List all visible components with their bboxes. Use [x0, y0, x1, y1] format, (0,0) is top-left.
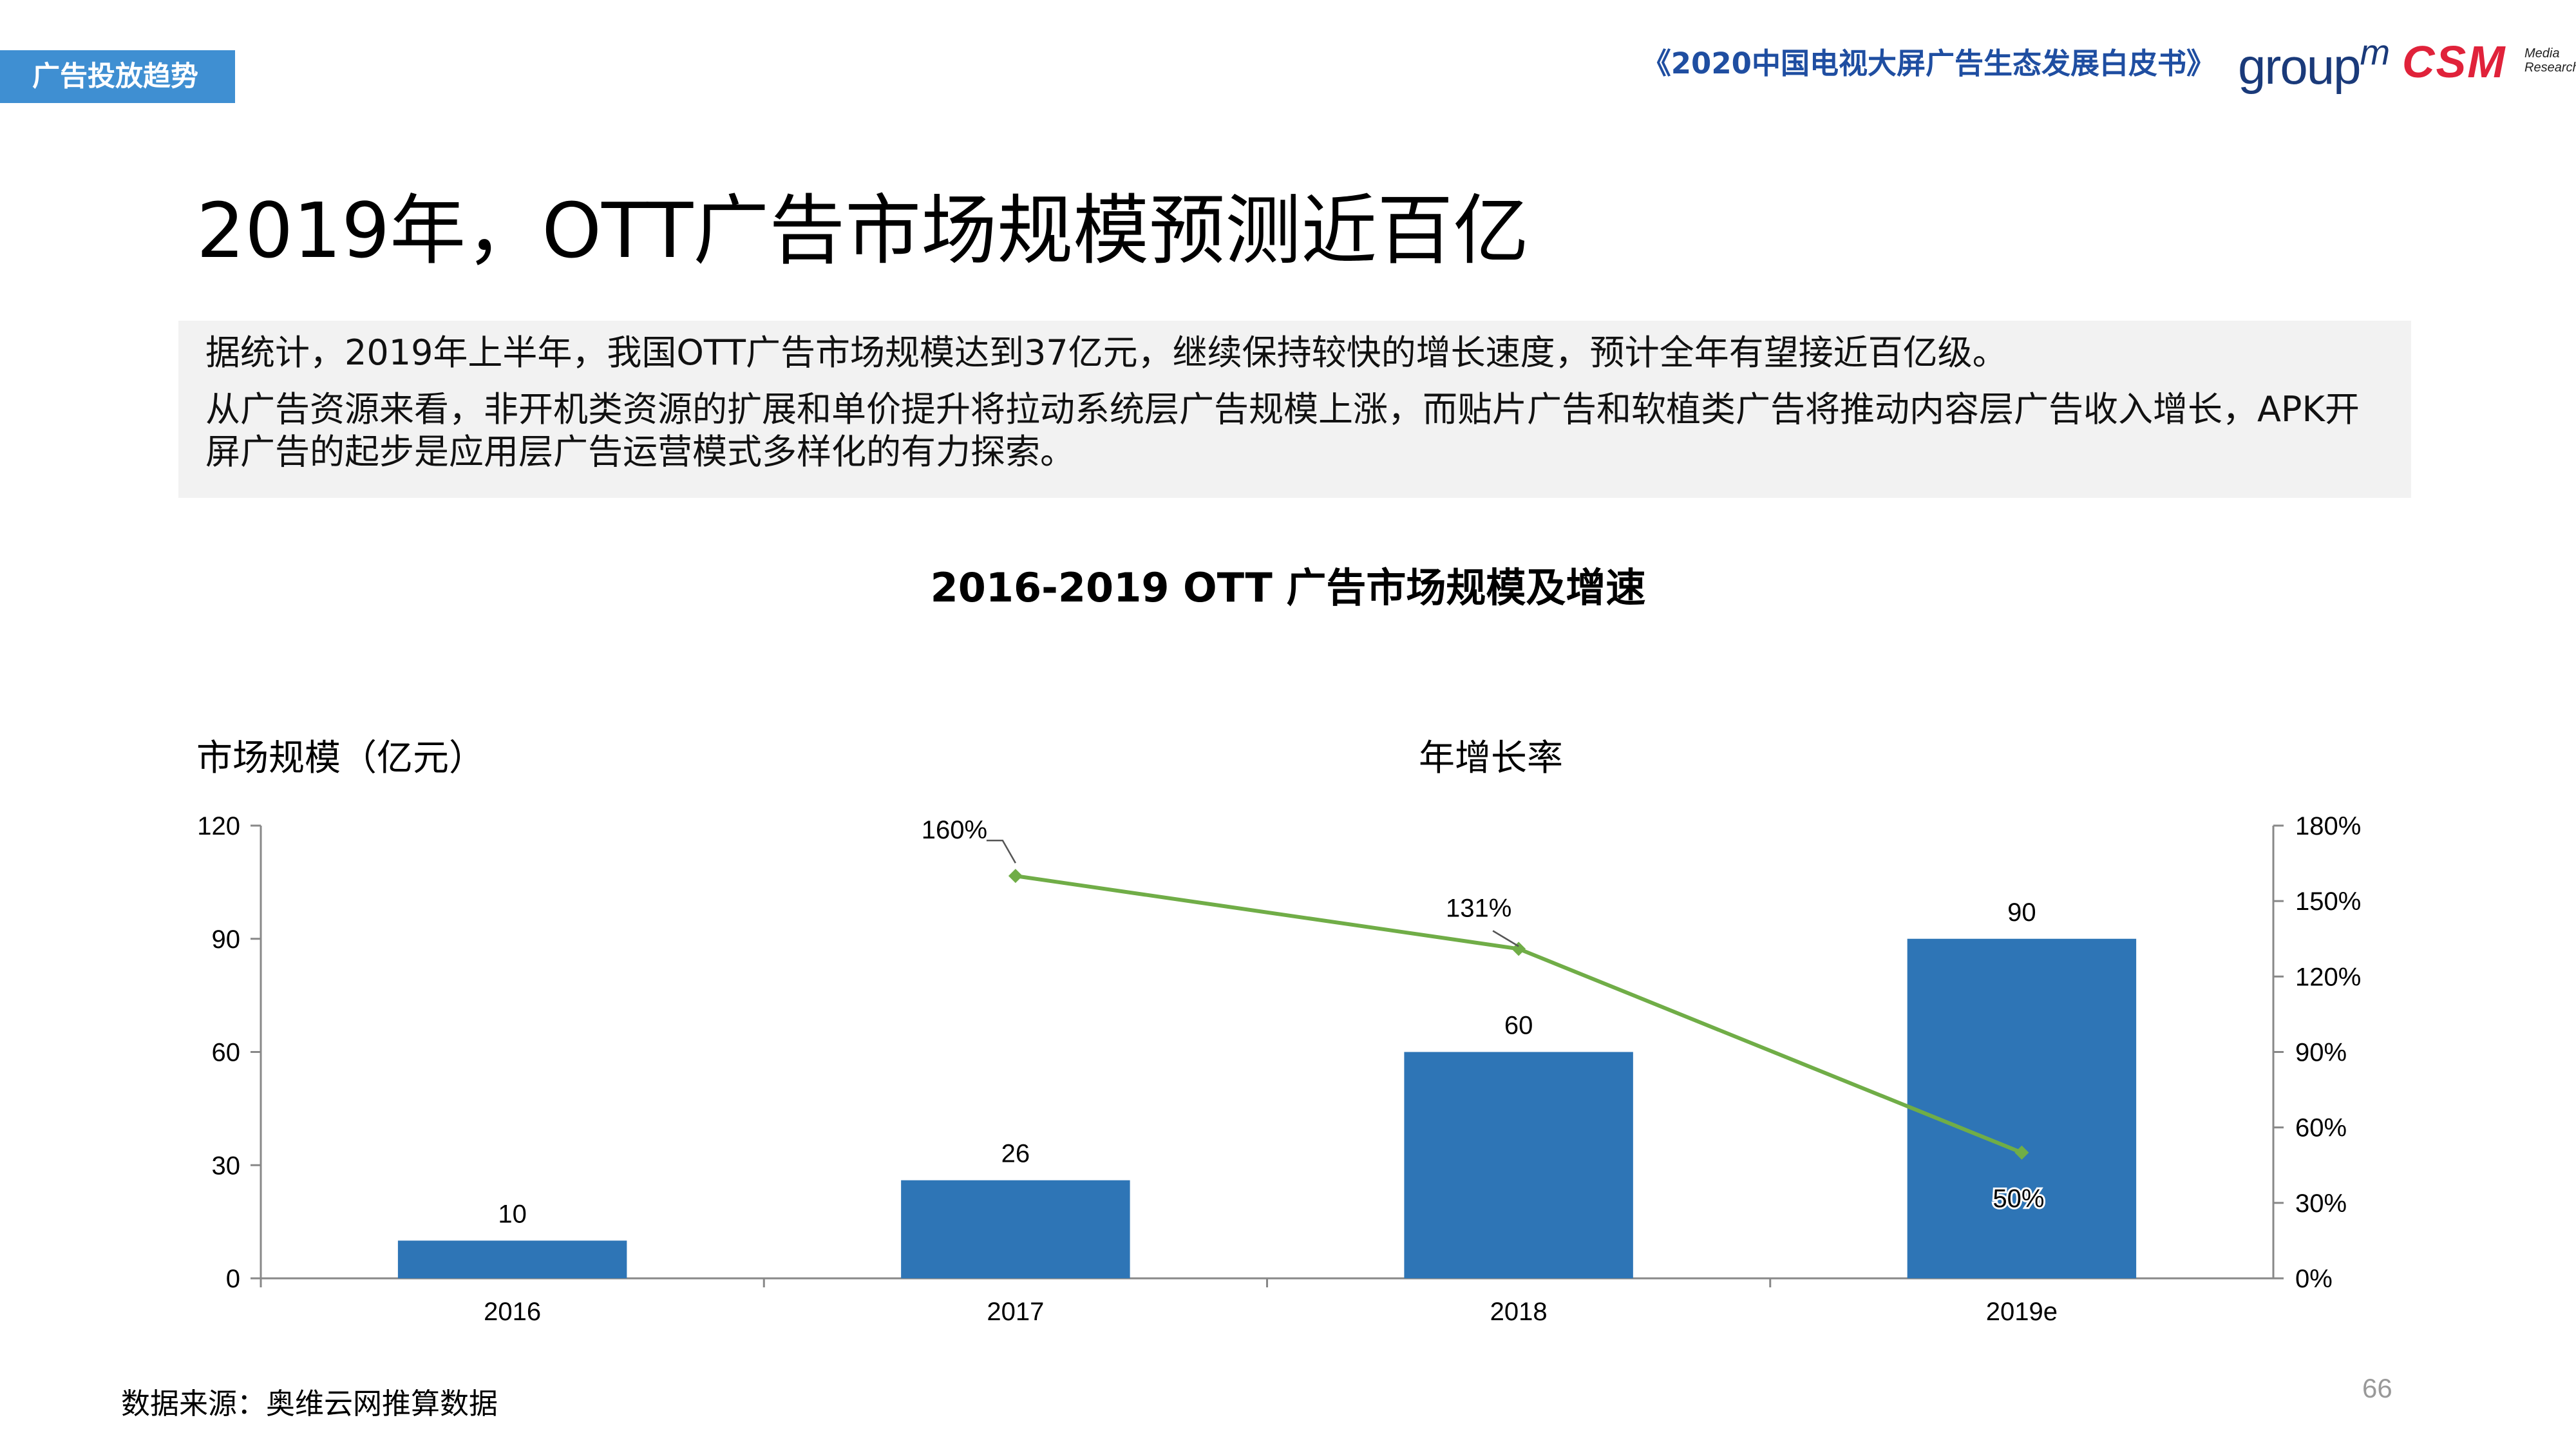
page-title: 2019年，OTT广告市场规模预测近百亿 — [196, 186, 1530, 275]
growth-value-label: 50% — [1993, 1185, 2044, 1213]
right-tick-label: 120% — [2295, 963, 2361, 991]
groupm-logo-text: group — [2238, 38, 2361, 95]
csm-logo-sub-2: Research — [2524, 61, 2576, 75]
bar — [397, 1240, 627, 1278]
right-tick-label: 60% — [2295, 1114, 2347, 1142]
bar-value-label: 60 — [1504, 1012, 1533, 1040]
growth-point — [1008, 869, 1023, 884]
csm-logo-subtitle: Media Research — [2524, 46, 2576, 75]
growth-value-label: 160% — [922, 816, 987, 844]
x-tick-label: 2018 — [1490, 1298, 1548, 1326]
bar — [901, 1180, 1130, 1278]
x-tick-label: 2016 — [484, 1298, 541, 1326]
left-tick-label: 90 — [212, 925, 241, 954]
growth-point — [2014, 1145, 2029, 1160]
page-number: 66 — [2362, 1373, 2392, 1403]
growth-label-leader — [986, 839, 1016, 864]
csm-logo: CSM — [2402, 37, 2506, 87]
x-tick-label: 2019e — [1986, 1298, 2058, 1326]
report-title: 《2020中国电视大屏广告生态发展白皮书》 — [1642, 46, 2215, 80]
summary-line-2: 从广告资源来看，非开机类资源的扩展和单价提升将拉动系统层广告规模上涨，而贴片广告… — [205, 389, 2360, 472]
data-source: 数据来源：奥维云网推算数据 — [121, 1387, 498, 1421]
growth-point — [1511, 942, 1526, 956]
right-tick-label: 150% — [2295, 887, 2361, 916]
bar-value-label: 26 — [1001, 1140, 1030, 1168]
chart-title: 2016-2019 OTT 广告市场规模及增速 — [930, 564, 1646, 611]
bar-value-label: 90 — [2007, 898, 2036, 927]
left-tick-label: 60 — [212, 1039, 241, 1067]
bar — [1404, 1052, 1633, 1278]
x-tick-label: 2017 — [987, 1298, 1044, 1326]
growth-label-leader — [1492, 930, 1519, 947]
groupm-logo-sup: m — [2360, 32, 2391, 72]
right-tick-label: 90% — [2295, 1039, 2347, 1067]
right-tick-label: 0% — [2295, 1265, 2333, 1293]
summary-box: 据统计，2019年上半年，我国OTT广告市场规模达到37亿元，继续保持较快的增长… — [178, 321, 2411, 498]
csm-logo-sub-1: Media — [2524, 46, 2560, 61]
right-tick-label: 30% — [2295, 1189, 2347, 1218]
bar-value-label: 10 — [498, 1200, 527, 1228]
right-axis-label: 年增长率 — [1419, 737, 1563, 779]
left-tick-label: 120 — [197, 812, 240, 840]
left-tick-label: 30 — [212, 1151, 241, 1180]
section-tag: 广告投放趋势 — [0, 50, 235, 103]
right-tick-label: 180% — [2295, 812, 2361, 840]
summary-line-1: 据统计，2019年上半年，我国OTT广告市场规模达到37亿元，继续保持较快的增长… — [205, 332, 2007, 373]
bar — [1907, 938, 2137, 1278]
left-axis-label: 市场规模（亿元） — [196, 737, 485, 779]
groupm-logo: groupm — [2238, 31, 2391, 96]
growth-value-label: 131% — [1446, 894, 1511, 922]
left-tick-label: 0 — [226, 1265, 240, 1293]
